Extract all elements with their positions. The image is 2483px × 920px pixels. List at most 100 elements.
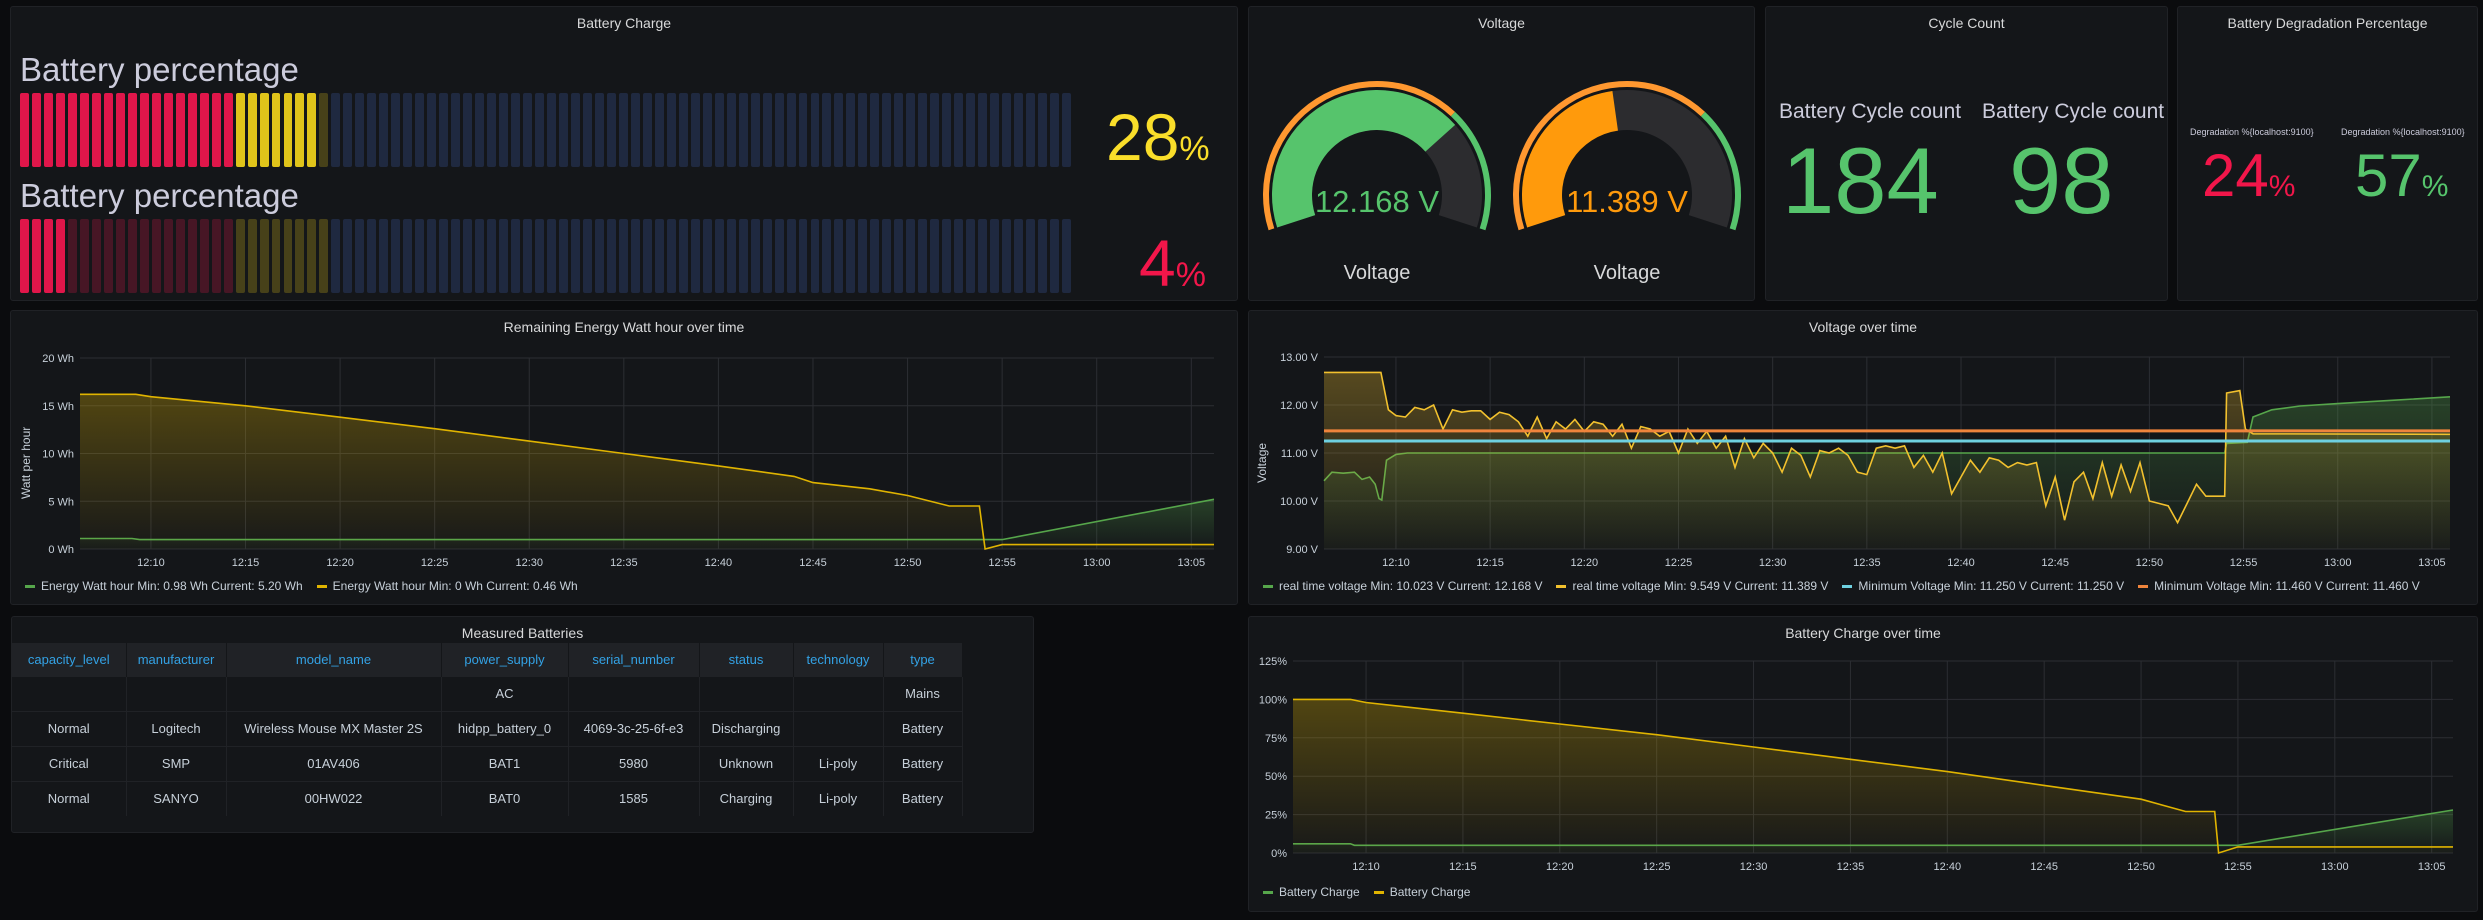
lcd-segment — [978, 219, 988, 293]
lcd-segment — [307, 219, 317, 293]
column-header[interactable]: capacity_level — [12, 643, 127, 676]
column-header[interactable]: model_name — [226, 643, 442, 676]
lcd-segment — [31, 219, 41, 293]
legend-item[interactable]: Battery Charge — [1373, 885, 1470, 899]
lcd-segment — [175, 93, 185, 167]
table-cell: Critical — [12, 745, 127, 781]
panel-title[interactable]: Battery Degradation Percentage — [2227, 15, 2428, 31]
lcd-segment — [43, 93, 53, 167]
lcd-segment — [1002, 93, 1012, 167]
column-header[interactable]: technology — [793, 643, 884, 676]
table-row: Critical SMP 01AV406 BAT1 5980 Unknown Li-poly… — [12, 745, 963, 781]
table-cell — [793, 675, 884, 711]
lcd-segment — [762, 93, 772, 167]
legend-item[interactable]: Minimum Voltage Min: 11.460 V Current: 1… — [2138, 579, 2420, 593]
lcd-segment — [211, 93, 221, 167]
lcd-segment — [199, 219, 209, 293]
voltage-chart[interactable]: 9.00 V 10.00 V 11.00 V 12.00 V 13.00 V 12:10 1… — [1249, 311, 2479, 581]
table-cell: 01AV406 — [226, 745, 442, 781]
lcd-segment — [499, 219, 509, 293]
column-header[interactable]: status — [699, 643, 794, 676]
column-header[interactable]: type — [883, 643, 963, 676]
series-line — [1324, 371, 2451, 525]
lcd-segment — [654, 219, 664, 293]
x-tick-label: 12:55 — [2230, 557, 2258, 569]
lcd-segment — [918, 219, 928, 293]
value-unit: % — [2421, 170, 2449, 203]
y-tick-label: 75% — [1265, 733, 1287, 745]
column-header[interactable]: power_supply — [441, 643, 569, 676]
x-tick-label: 12:35 — [1837, 861, 1865, 873]
x-tick-label: 12:15 — [1476, 557, 1504, 569]
table-cell: hidpp_battery_0 — [441, 710, 569, 746]
lcd-segment — [31, 93, 41, 167]
legend-item[interactable]: real time voltage Min: 10.023 V Current:… — [1263, 579, 1542, 593]
x-tick-label: 12:50 — [2127, 861, 2155, 873]
panel-title[interactable]: Measured Batteries — [461, 625, 584, 641]
table-row: Normal Logitech Wireless Mouse MX Master 2… — [12, 710, 963, 746]
lcd-segment — [463, 219, 473, 293]
y-tick-label: 5 Wh — [48, 496, 74, 508]
lcd-segment — [451, 93, 461, 167]
legend-item[interactable]: Battery Charge — [1263, 885, 1360, 899]
lcd-segment — [295, 93, 305, 167]
lcd-segment — [582, 93, 592, 167]
lcd-segment — [978, 93, 988, 167]
lcd-segment — [391, 219, 401, 293]
lcd-segment — [810, 219, 820, 293]
lcd-segment — [427, 93, 437, 167]
lcd-segment — [714, 93, 724, 167]
lcd-segment — [1050, 93, 1059, 167]
energy-chart[interactable]: 0 Wh 5 Wh 10 Wh 15 Wh 20 Wh 12:10 12:15 12:20 12… — [11, 311, 1239, 581]
x-tick-label: 13:05 — [1178, 557, 1206, 569]
y-tick-label: 0% — [1271, 848, 1287, 860]
lcd-segment — [846, 93, 856, 167]
lcd-segment — [954, 93, 964, 167]
legend-item[interactable]: real time voltage Min: 9.549 V Current: … — [1556, 579, 1828, 593]
lcd-segment — [475, 219, 485, 293]
table-cell: 5980 — [568, 745, 700, 781]
lcd-segment — [115, 93, 125, 167]
table-cell: Discharging — [699, 710, 794, 746]
x-tick-label: 12:55 — [988, 557, 1016, 569]
panel-title[interactable]: Voltage over time — [1808, 319, 1918, 335]
panel-title[interactable]: Cycle Count — [1928, 15, 2005, 31]
legend-item[interactable]: Energy Watt hour Min: 0.98 Wh Current: 5… — [25, 579, 303, 593]
lcd-segment — [990, 219, 1000, 293]
lcd-segment — [319, 219, 329, 293]
panel-title[interactable]: Battery Charge over time — [1785, 625, 1941, 641]
column-header[interactable]: serial_number — [568, 643, 700, 676]
table-cell: SMP — [126, 745, 227, 781]
legend-item[interactable]: Energy Watt hour Min: 0 Wh Current: 0.46… — [316, 579, 578, 593]
lcd-segment — [870, 219, 880, 293]
lcd-segment — [151, 93, 161, 167]
table-cell: Li-poly — [793, 780, 884, 816]
panel-title[interactable]: Voltage — [1478, 15, 1525, 31]
lcd-segment — [139, 93, 149, 167]
lcd-segment — [726, 219, 736, 293]
bar-gauge-lcd — [20, 219, 1074, 293]
table-cell — [793, 710, 884, 746]
y-tick-label: 11.00 V — [1281, 448, 1319, 460]
stat-value: 184 — [1782, 128, 1939, 233]
x-tick-label: 12:20 — [1571, 557, 1599, 569]
panel-title[interactable]: Battery Charge — [576, 15, 672, 31]
battery-charge-chart[interactable]: 0% 25% 50% 75% 100% 125% 12:10 12:15 12:20 12:25 1… — [1249, 617, 2479, 887]
legend-label: real time voltage Min: 9.549 V Current: … — [1572, 579, 1829, 593]
table-cell — [568, 675, 700, 711]
lcd-segment — [930, 93, 940, 167]
y-tick-label: 20 Wh — [42, 353, 74, 365]
stat-label: Degradation %{localhost:9100} — [2341, 127, 2465, 137]
table-cell: Normal — [12, 780, 127, 816]
legend-item[interactable]: Minimum Voltage Min: 11.250 V Current: 1… — [1842, 579, 2124, 593]
table-cell: Charging — [699, 780, 794, 816]
lcd-segment — [894, 93, 904, 167]
column-header[interactable]: manufacturer — [126, 643, 227, 676]
lcd-segment — [367, 93, 377, 167]
panel-title[interactable]: Remaining Energy Watt hour over time — [503, 319, 745, 335]
threshold-band — [1450, 111, 1491, 231]
x-tick-label: 12:25 — [1665, 557, 1693, 569]
x-tick-label: 12:50 — [894, 557, 922, 569]
lcd-segment — [415, 219, 425, 293]
lcd-segment — [618, 93, 628, 167]
